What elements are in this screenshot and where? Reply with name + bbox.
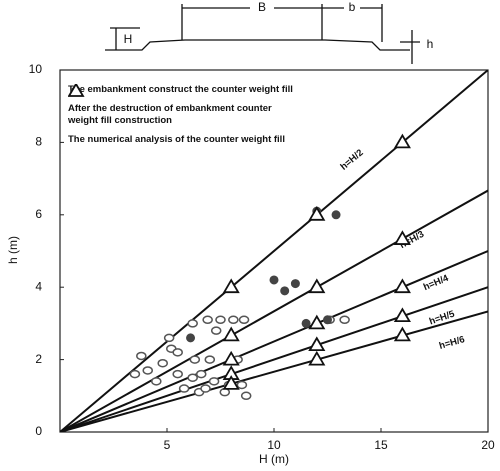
- diagram-label: H: [124, 32, 133, 46]
- y-axis-label: h (m): [6, 236, 20, 264]
- reference-line: [60, 250, 488, 432]
- open-marker: [238, 315, 250, 325]
- triangle-marker: [308, 314, 326, 330]
- open-marker: [208, 377, 220, 386]
- legend-icon: [68, 84, 85, 97]
- open-marker: [236, 380, 248, 390]
- x-tick-label: 5: [164, 438, 171, 452]
- line-label: h=H/4: [422, 273, 451, 294]
- legend-label: The numerical analysis of the counter we…: [68, 134, 285, 145]
- triangle-marker: [393, 133, 411, 149]
- triangle-marker: [308, 206, 326, 221]
- filled-marker: [301, 318, 311, 328]
- filled-marker: [269, 275, 279, 285]
- open-marker: [200, 384, 211, 393]
- reference-line: [60, 310, 488, 432]
- triangle-marker: [393, 326, 411, 342]
- triangle-marker: [308, 336, 326, 352]
- filled-marker: [323, 315, 332, 325]
- open-marker: [187, 373, 198, 382]
- y-tick-label: 10: [29, 62, 43, 76]
- triangle-marker: [393, 307, 411, 323]
- open-marker: [142, 366, 153, 375]
- y-tick-label: 8: [35, 135, 42, 149]
- open-marker: [151, 377, 162, 386]
- embankment-diagram: [105, 4, 420, 64]
- triangle-marker: [222, 278, 240, 294]
- y-tick-label: 4: [35, 279, 42, 293]
- open-marker: [240, 391, 252, 401]
- open-marker: [187, 319, 198, 328]
- legend-entry: The embankment construct the counter wei…: [68, 84, 368, 96]
- filled-marker: [331, 210, 341, 220]
- open-marker: [129, 369, 141, 379]
- y-tick-label: 0: [35, 424, 42, 438]
- open-marker: [172, 369, 183, 379]
- triangle-marker: [222, 375, 240, 390]
- triangle-marker: [222, 326, 240, 342]
- filled-marker: [186, 333, 196, 343]
- diagram-label: B: [258, 0, 266, 14]
- legend-label: The embankment construct the counter wei…: [68, 84, 293, 95]
- triangle-marker: [308, 278, 326, 294]
- legend-label: After the destruction of embankment coun…: [68, 103, 272, 126]
- legend: The embankment construct the counter wei…: [68, 84, 368, 153]
- legend-entry: The numerical analysis of the counter we…: [68, 84, 368, 146]
- x-axis-label: H (m): [259, 452, 289, 466]
- open-marker: [178, 384, 190, 393]
- reference-line: [60, 189, 488, 432]
- open-marker: [172, 348, 183, 357]
- open-marker: [195, 369, 207, 379]
- reference-line: [60, 286, 488, 432]
- triangle-marker: [222, 350, 240, 366]
- x-tick-label: 15: [374, 438, 388, 452]
- triangle-marker: [308, 350, 326, 366]
- open-marker: [210, 326, 222, 335]
- triangle-marker: [68, 84, 85, 97]
- diagram-label: h: [427, 37, 434, 51]
- open-marker: [228, 315, 239, 325]
- x-tick-label: 10: [267, 438, 281, 452]
- triangle-marker: [393, 230, 411, 245]
- embankment-outline: [105, 39, 410, 51]
- y-tick-label: 6: [35, 207, 42, 221]
- open-marker: [157, 358, 168, 368]
- y-tick-label: 2: [35, 352, 42, 366]
- open-marker: [136, 351, 147, 361]
- open-marker: [163, 333, 175, 343]
- open-marker: [204, 355, 216, 364]
- x-tick-label: 20: [481, 438, 495, 452]
- open-marker: [189, 355, 201, 364]
- filled-marker: [290, 279, 300, 289]
- diagram-label: b: [349, 0, 356, 14]
- legend-entry: After the destruction of embankment coun…: [68, 86, 368, 127]
- line-label: h=H/6: [438, 334, 466, 352]
- triangle-marker: [393, 278, 411, 294]
- open-marker: [339, 315, 350, 325]
- open-marker: [202, 315, 213, 325]
- open-marker: [215, 315, 226, 325]
- filled-marker: [280, 286, 290, 296]
